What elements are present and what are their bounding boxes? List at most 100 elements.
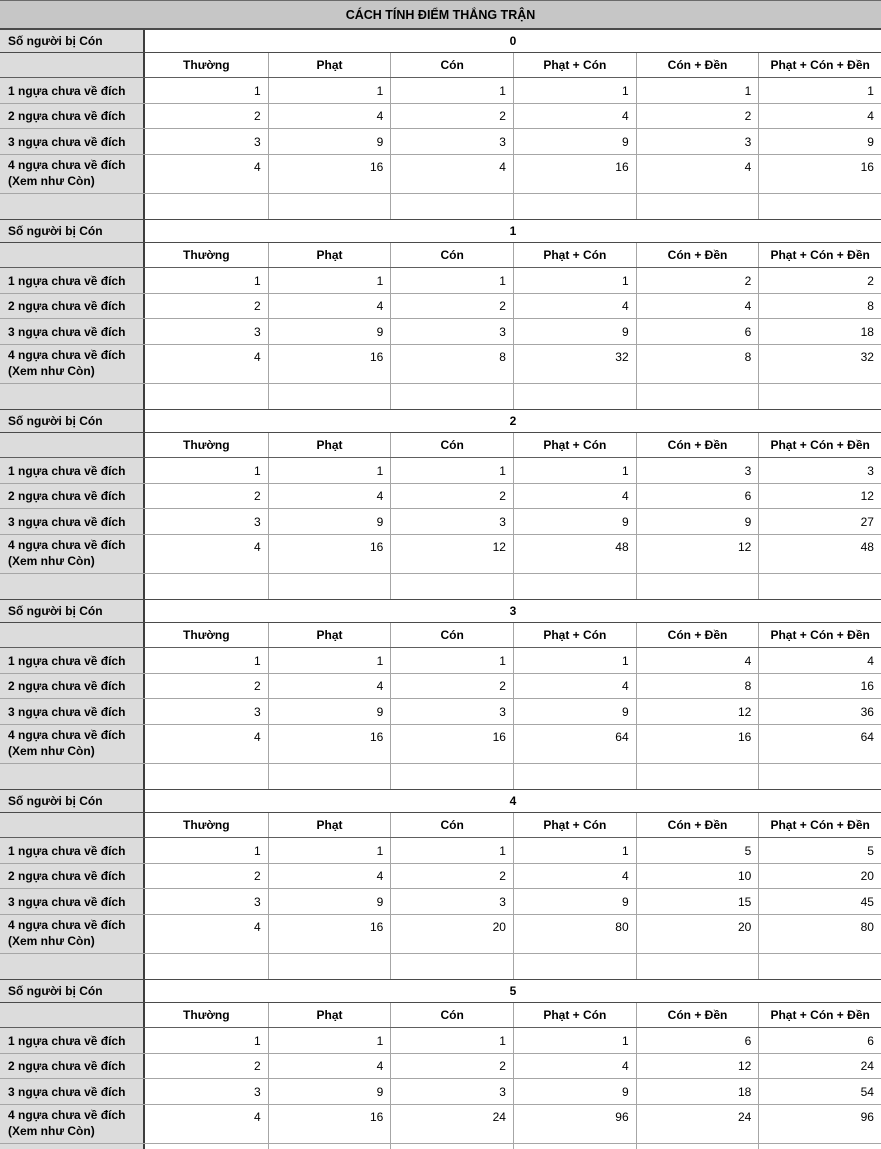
value-cell: 3: [145, 319, 268, 344]
score-section: Số người bị Cón 1 Thường Phạt Cón Phạt +…: [0, 219, 881, 409]
value-cell: 1: [758, 78, 881, 103]
value-cell: 4: [512, 104, 636, 128]
value-cell: 4: [267, 104, 391, 128]
column-header-phat-con: Phạt + Cón: [512, 433, 636, 457]
table-row-1-horse: 1 ngựa chưa về đích 1 1 1 1 1 1: [0, 78, 881, 104]
value-cell: 2: [145, 674, 268, 698]
column-header-phat-con: Phạt + Cón: [512, 243, 636, 267]
value-cell: 1: [390, 458, 513, 483]
value-cell: 4: [267, 1054, 391, 1078]
value-cell: 4: [512, 484, 636, 508]
section-header-row: Số người bị Cón 0: [0, 29, 881, 53]
value-cell: 36: [758, 699, 881, 724]
value-cell: 6: [635, 319, 759, 344]
value-cell: 9: [267, 699, 391, 724]
row-label: 3 ngựa chưa về đích: [0, 1079, 145, 1104]
column-header-phat-con: Phạt + Cón: [512, 813, 636, 837]
value-cell: 16: [635, 725, 759, 763]
score-section: Số người bị Cón 3 Thường Phạt Cón Phạt +…: [0, 599, 881, 789]
value-cell: 9: [635, 509, 759, 534]
spacer-label-cell: [0, 384, 145, 409]
value-cell: 12: [635, 535, 759, 573]
value-cell: 32: [512, 345, 636, 383]
value-cell: 1: [267, 78, 391, 103]
row-label: 2 ngựa chưa về đích: [0, 294, 145, 318]
score-section: Số người bị Cón 5 Thường Phạt Cón Phạt +…: [0, 979, 881, 1149]
spacer-row: [0, 194, 881, 219]
column-header-thuong: Thường: [145, 1003, 268, 1027]
row-label: 4 ngựa chưa về đích (Xem như Còn): [0, 345, 145, 383]
value-cell: 2: [390, 104, 513, 128]
spacer-row: [0, 384, 881, 409]
column-header-phat: Phạt: [267, 1003, 391, 1027]
spacer-label-cell: [0, 1144, 145, 1149]
value-cell: 4: [512, 674, 636, 698]
value-cell: 8: [635, 345, 759, 383]
value-cell: 1: [145, 268, 268, 293]
corner-empty-cell: [0, 53, 145, 77]
value-cell: 1: [512, 458, 636, 483]
group-label: Số người bị Cón: [0, 980, 145, 1002]
group-label: Số người bị Cón: [0, 220, 145, 242]
corner-empty-cell: [0, 623, 145, 647]
value-cell: 1: [267, 838, 391, 863]
spacer-cell: [390, 194, 513, 219]
value-cell: 8: [758, 294, 881, 318]
value-cell: 80: [758, 915, 881, 953]
spacer-cell: [512, 1144, 636, 1149]
spacer-cell: [635, 384, 759, 409]
value-cell: 9: [512, 509, 636, 534]
value-cell: 3: [390, 1079, 513, 1104]
value-cell: 1: [145, 648, 268, 673]
value-cell: 4: [145, 915, 268, 953]
value-cell: 2: [390, 674, 513, 698]
value-cell: 20: [635, 915, 759, 953]
table-row-2-horses: 2 ngựa chưa về đích 2 4 2 4 2 4: [0, 104, 881, 129]
value-cell: 4: [145, 1105, 268, 1143]
spacer-cell: [635, 194, 759, 219]
value-cell: 2: [390, 484, 513, 508]
row-label: 1 ngựa chưa về đích: [0, 458, 145, 483]
spacer-label-cell: [0, 574, 145, 599]
spacer-cell: [267, 574, 391, 599]
value-cell: 9: [267, 1079, 391, 1104]
value-cell: 9: [512, 699, 636, 724]
spacer-cell: [512, 954, 636, 979]
column-header-phat-con: Phạt + Cón: [512, 623, 636, 647]
column-header-con: Cón: [390, 813, 513, 837]
value-cell: 12: [635, 1054, 759, 1078]
column-header-con-den: Cón + Đền: [635, 623, 759, 647]
spacer-cell: [512, 384, 636, 409]
value-cell: 20: [758, 864, 881, 888]
row-label: 2 ngựa chưa về đích: [0, 1054, 145, 1078]
value-cell: 1: [145, 458, 268, 483]
column-header-phat-con-den: Phạt + Cón + Đền: [758, 813, 881, 837]
table-title: CÁCH TÍNH ĐIỂM THẮNG TRẬN: [0, 1, 881, 29]
value-cell: 18: [635, 1079, 759, 1104]
group-label: Số người bị Cón: [0, 30, 145, 52]
row-label: 3 ngựa chưa về đích: [0, 509, 145, 534]
column-header-phat-con-den: Phạt + Cón + Đền: [758, 53, 881, 77]
value-cell: 1: [635, 78, 759, 103]
value-cell: 20: [390, 915, 513, 953]
value-cell: 16: [267, 535, 391, 573]
spacer-cell: [635, 954, 759, 979]
column-header-con-den: Cón + Đền: [635, 243, 759, 267]
value-cell: 32: [758, 345, 881, 383]
table-row-2-horses: 2 ngựa chưa về đích 2 4 2 4 8 16: [0, 674, 881, 699]
value-cell: 2: [635, 104, 759, 128]
column-header-thuong: Thường: [145, 243, 268, 267]
row-label: 1 ngựa chưa về đích: [0, 838, 145, 863]
value-cell: 1: [390, 78, 513, 103]
value-cell: 24: [758, 1054, 881, 1078]
value-cell: 3: [635, 129, 759, 154]
spacer-cell: [512, 194, 636, 219]
table-row-1-horse: 1 ngựa chưa về đích 1 1 1 1 5 5: [0, 838, 881, 864]
row-label: 1 ngựa chưa về đích: [0, 1028, 145, 1053]
spacer-cell: [512, 764, 636, 789]
row-label: 2 ngựa chưa về đích: [0, 104, 145, 128]
column-header-con: Cón: [390, 53, 513, 77]
value-cell: 2: [145, 104, 268, 128]
spacer-cell: [390, 574, 513, 599]
value-cell: 4: [635, 648, 759, 673]
